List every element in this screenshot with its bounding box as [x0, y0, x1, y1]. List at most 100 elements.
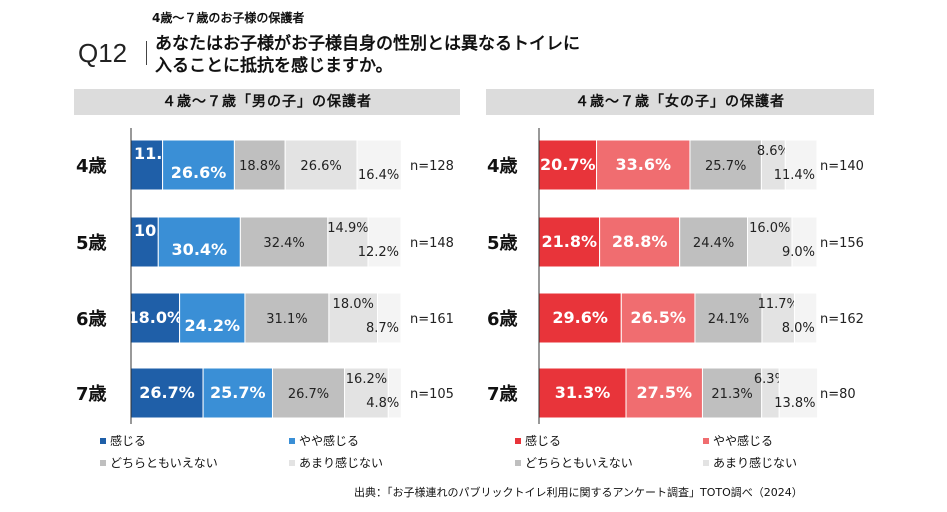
legend-label: あまり感じない — [299, 456, 384, 470]
boys-bar-2-2 — [244, 292, 330, 344]
girls-value-label-3-1: 27.5% — [636, 383, 692, 402]
girls-value-label-2-1: 26.5% — [630, 308, 686, 327]
girls-value-label-1-1: 28.8% — [612, 232, 668, 251]
girls-value-label-2-3: 11.7% — [758, 297, 799, 312]
question-title: あなたはお子様がお子様自身の性別とは異なるトイレに 入ることに抵抗を感じますか。 — [155, 33, 715, 77]
boys-value-label-2-0: 18.0% — [128, 308, 184, 327]
legend-swatch — [100, 437, 106, 444]
boys-category-label-2: 6歳 — [76, 309, 107, 330]
girls-bar-3-2 — [701, 367, 763, 419]
boys-bar-0-3 — [284, 139, 358, 191]
boys-bar-2-4 — [377, 292, 402, 344]
boys-value-label-1-3: 14.9% — [327, 221, 368, 236]
girls-bar-3-4 — [778, 367, 819, 419]
girls-value-label-3-2: 21.3% — [711, 387, 752, 402]
girls-value-label-3-4: 13.8% — [774, 396, 815, 411]
boys-value-label-2-2: 31.1% — [266, 312, 307, 327]
girls-value-label-3-0: 31.3% — [555, 383, 611, 402]
boys-bar-2-1 — [179, 292, 246, 344]
boys-bar-0-2 — [233, 139, 286, 191]
boys-bar-1-2 — [239, 216, 329, 268]
boys-value-label-2-1: 24.2% — [185, 316, 241, 335]
legend-swatch — [515, 437, 521, 444]
girls-value-label-0-4: 11.4% — [774, 168, 815, 183]
legend-label: やや感じる — [299, 434, 360, 448]
legend-boys-neutral: どちらともいえない — [100, 454, 218, 471]
girls-value-label-0-0: 20.7% — [540, 155, 596, 174]
boys-value-label-0-4: 16.4% — [358, 168, 399, 183]
girls-bar-1-4 — [791, 216, 818, 268]
girls-n-label-0: n=140 — [820, 159, 864, 174]
legend-label: 感じる — [525, 434, 562, 448]
girls-value-label-0-1: 33.6% — [615, 155, 671, 174]
girls-category-label-3: 7歳 — [487, 384, 518, 405]
girls-value-label-0-3: 8.6% — [757, 144, 790, 159]
girls-bar-0-2 — [689, 139, 762, 191]
source-note: 出典：「お子様連れのパブリックトイレ利用に関するアンケート調査」TOTO調べ（2… — [354, 486, 803, 499]
legend-swatch — [703, 459, 709, 466]
legend-label: 感じる — [110, 434, 147, 448]
legend-swatch — [100, 459, 106, 466]
girls-value-label-1-0: 21.8% — [542, 232, 598, 251]
girls-bar-1-3 — [747, 216, 793, 268]
boys-bar-0-1 — [162, 139, 235, 191]
girls-category-label-1: 5歳 — [487, 233, 518, 254]
boys-value-label-2-4: 8.7% — [366, 321, 399, 336]
legend-swatch — [703, 437, 709, 444]
legend-label: どちらともいえない — [110, 456, 218, 470]
boys-value-label-0-2: 18.8% — [239, 159, 280, 174]
girls-bar-2-2 — [694, 292, 763, 344]
boys-value-label-0-3: 26.6% — [300, 159, 341, 174]
boys-n-label-2: n=161 — [410, 312, 454, 327]
boys-value-label-3-0: 26.7% — [139, 383, 195, 402]
boys-panel-header: ４歳～７歳「男の子」の保護者 — [74, 89, 460, 115]
girls-bar-0-4 — [784, 139, 818, 191]
legend-label: どちらともいえない — [525, 456, 633, 470]
boys-value-label-3-2: 26.7% — [288, 387, 329, 402]
girls-bar-0-1 — [596, 139, 691, 191]
girls-category-label-2: 6歳 — [487, 309, 518, 330]
boys-bar-3-4 — [387, 367, 402, 419]
boys-bar-3-1 — [202, 367, 273, 419]
girls-value-label-2-0: 29.6% — [552, 308, 608, 327]
girls-n-label-2: n=162 — [820, 312, 864, 327]
boys-category-label-1: 5歳 — [76, 233, 107, 254]
boys-value-label-0-1: 26.6% — [171, 163, 227, 182]
question-number: Q12 — [78, 38, 128, 68]
question-subtitle: 4歳～７歳のお子様の保護者 — [152, 11, 305, 25]
boys-bar-0-4 — [356, 139, 402, 191]
legend-boys-somewhat: やや感じる — [289, 432, 359, 449]
boys-value-label-2-3: 18.0% — [333, 297, 374, 312]
boys-bar-1-1 — [157, 216, 241, 268]
boys-n-label-0: n=128 — [410, 159, 454, 174]
title-divider — [146, 41, 147, 65]
boys-category-label-3: 7歳 — [76, 384, 107, 405]
girls-bar-2-0 — [538, 292, 622, 344]
legend-label: やや感じる — [713, 434, 774, 448]
girls-category-label-0: 4歳 — [487, 156, 518, 177]
girls-bar-2-1 — [620, 292, 696, 344]
legend-label: あまり感じない — [713, 456, 798, 470]
boys-category-label-0: 4歳 — [76, 156, 107, 177]
girls-n-label-1: n=156 — [820, 236, 864, 251]
question-line-1: あなたはお子様がお子様自身の性別とは異なるトイレに — [155, 34, 580, 54]
question-line-2: 入ることに抵抗を感じますか。 — [155, 56, 393, 76]
legend-girls-neutral: どちらともいえない — [515, 454, 633, 471]
boys-value-label-1-2: 32.4% — [263, 236, 304, 251]
boys-value-label-3-1: 25.7% — [210, 383, 266, 402]
girls-value-label-1-4: 9.0% — [782, 245, 815, 260]
legend-boys-feel: 感じる — [100, 432, 146, 449]
legend-swatch — [289, 459, 295, 466]
boys-bar-0-0 — [130, 139, 164, 191]
girls-value-label-0-2: 25.7% — [705, 159, 746, 174]
boys-value-label-1-1: 30.4% — [172, 240, 228, 259]
girls-bar-1-0 — [538, 216, 601, 268]
girls-value-label-2-2: 24.1% — [708, 312, 749, 327]
boys-bar-2-3 — [328, 292, 379, 344]
boys-value-label-1-4: 12.2% — [358, 245, 399, 260]
girls-bar-2-4 — [793, 292, 818, 344]
girls-n-label-3: n=80 — [820, 387, 856, 402]
boys-bar-3-2 — [271, 367, 346, 419]
boys-n-label-3: n=105 — [410, 387, 454, 402]
